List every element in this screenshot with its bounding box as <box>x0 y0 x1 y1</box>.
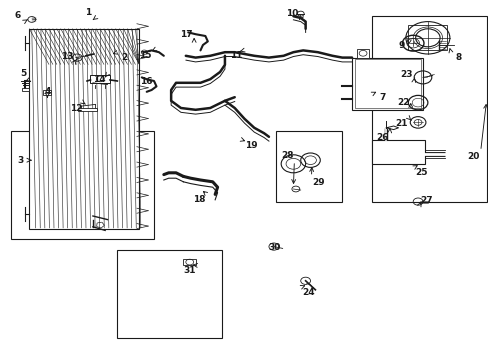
Text: 29: 29 <box>312 177 325 186</box>
Bar <box>11 131 154 239</box>
Text: 1: 1 <box>85 8 91 17</box>
Text: 10: 10 <box>285 9 298 18</box>
Text: 8: 8 <box>454 53 460 62</box>
Text: 28: 28 <box>280 151 293 160</box>
Text: 25: 25 <box>414 168 427 177</box>
Text: 9: 9 <box>398 40 405 49</box>
Text: 16: 16 <box>140 77 153 85</box>
Text: 19: 19 <box>244 141 257 150</box>
Text: 23: 23 <box>400 71 412 79</box>
Text: 17: 17 <box>180 30 193 39</box>
Text: 27: 27 <box>419 197 432 205</box>
Text: 31: 31 <box>183 266 195 275</box>
Bar <box>276 131 342 202</box>
Bar <box>407 25 447 50</box>
Bar <box>43 90 51 95</box>
Bar <box>351 58 422 110</box>
Text: 14: 14 <box>93 76 106 85</box>
Text: 13: 13 <box>61 52 74 61</box>
Text: 7: 7 <box>378 94 385 102</box>
Bar <box>90 75 110 83</box>
Text: 11: 11 <box>229 51 242 60</box>
Bar <box>183 259 195 265</box>
Bar <box>371 16 486 202</box>
Text: 22: 22 <box>396 98 409 107</box>
Text: 30: 30 <box>268 243 281 252</box>
Bar <box>356 49 368 58</box>
Bar <box>117 250 222 338</box>
Text: 4: 4 <box>44 87 51 96</box>
Bar <box>29 29 139 229</box>
Text: 2: 2 <box>122 53 127 62</box>
Text: 21: 21 <box>395 120 407 129</box>
Text: 18: 18 <box>193 195 205 204</box>
Text: 15: 15 <box>139 51 152 60</box>
Text: 24: 24 <box>302 288 315 297</box>
Bar <box>354 59 420 108</box>
Bar <box>78 108 97 111</box>
Text: 12: 12 <box>69 104 82 112</box>
Text: 6: 6 <box>15 11 21 20</box>
Bar <box>371 140 425 164</box>
Text: 5: 5 <box>20 69 26 78</box>
Bar <box>21 88 29 91</box>
Text: 26: 26 <box>375 133 388 142</box>
Text: 20: 20 <box>466 152 479 161</box>
Text: 3: 3 <box>18 156 23 165</box>
